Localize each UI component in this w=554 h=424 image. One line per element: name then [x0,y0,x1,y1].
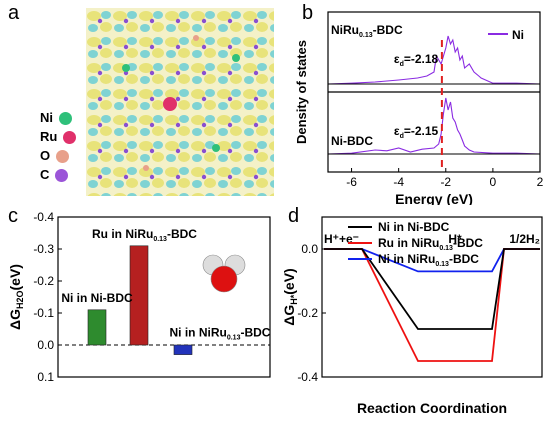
x-tick-label: -4 [393,175,404,189]
bar-label-1: Ru in NiRu0.13-BDC [92,227,197,243]
legend-a-o: O [40,148,70,164]
x-tick-label: 2 [537,175,544,189]
water-molecule-icon [202,254,246,293]
y-tick-label: 0.1 [37,370,54,384]
y-tick-label: -0.2 [297,306,318,320]
y-axis-label: ΔGH*(eV) [281,268,299,325]
plot-frame [57,216,271,378]
state-label-1: H* [448,232,462,246]
legend-label-0: Ni in Ni-BDC [378,220,450,234]
legend-label-1: Ru in NiRu0.13-BDC [378,236,483,252]
epsilon-label-ni: εd=-2.15 [394,124,439,140]
c-atom-icon [55,169,69,183]
bar-label-2: Ni in NiRu0.13-BDC [170,326,271,342]
series-label-niru: NiRu0.13-BDC [331,23,403,39]
y-tick-label: -0.4 [33,210,54,224]
bar-2 [173,344,193,355]
energy-line-0 [324,248,540,330]
panel-label-b: b [302,2,314,24]
bar-1 [129,245,149,346]
x-axis-label: Energy (eV) [395,191,473,205]
panel-c-bar-chart: -0.4 -0.3 -0.2 -0.1 0.0 0.1 Ni in Ni-BDC Ru in … [7,210,271,384]
y-tick-label: -0.3 [33,242,54,256]
y-tick-label: -0.4 [297,370,318,384]
panel-a-structure [86,8,274,196]
x-tick-label: -6 [346,175,357,189]
y-tick-label: -0.1 [33,306,54,320]
panel-label-c: c [8,205,18,227]
legend-a-ni: Ni [40,110,72,126]
legend-a-ru: Ru [40,129,77,145]
dos-line-ni [327,97,541,155]
panel-label-a: a [8,2,20,24]
y-axis-label: ΔGH2O(eV) [7,264,25,330]
panel-b-dos-chart: -6 -4 -2 0 2 Energy (eV) Density of states Ni Ni… [294,11,544,205]
o-atom-icon [56,150,70,164]
x-axis-label: Reaction Coordination [357,400,507,416]
plot-frame [321,216,543,378]
y-axis-label: Density of states [294,40,309,144]
y-tick-label: 0.0 [37,338,54,352]
dos-line-niru [327,35,541,85]
y-tick-label: 0.0 [301,242,318,256]
series-label-ni: Ni-BDC [331,134,373,148]
bar-label-0: Ni in Ni-BDC [61,291,133,305]
legend-a-c: C [40,167,69,183]
x-tick-label: -2 [440,175,451,189]
charge-density-image [86,8,274,196]
legend-label-2: Ni in NiRu0.13-BDC [378,252,479,268]
panel-label-d: d [288,205,300,227]
ni-atom-icon [59,112,72,126]
water-atom [210,265,238,293]
epsilon-label-niru: εd=-2.18 [394,52,439,68]
y-tick-label: -0.2 [33,274,54,288]
ru-atom-icon [63,131,77,145]
x-tick-label: 0 [490,175,497,189]
bar-0 [87,309,107,346]
legend-label-ni: Ni [512,28,524,42]
state-label-2: 1/2H₂ [509,232,540,246]
